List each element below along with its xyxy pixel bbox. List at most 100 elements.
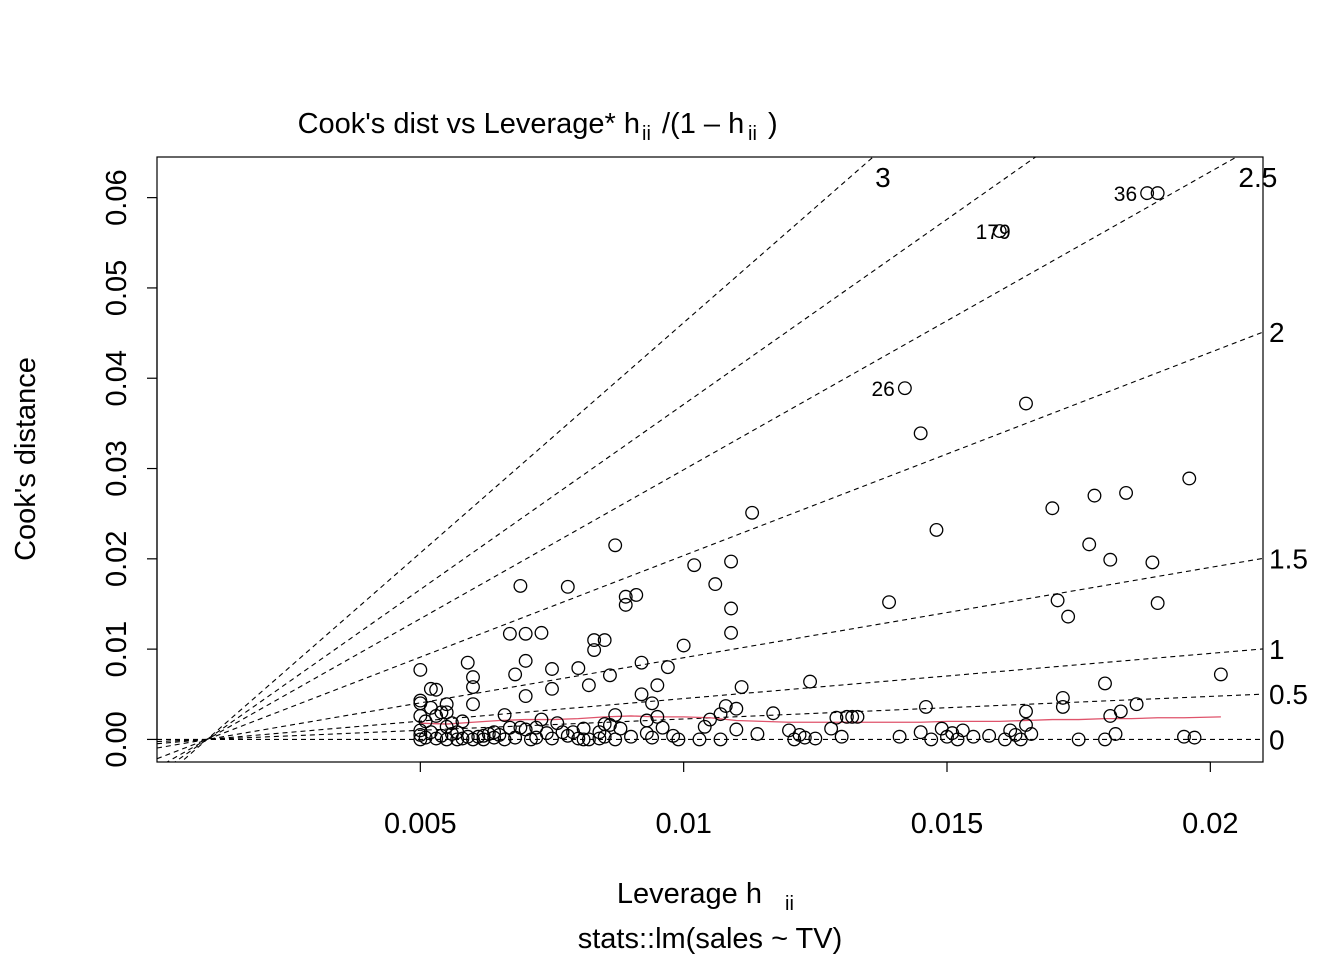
contour-lines bbox=[157, 157, 1263, 762]
data-point bbox=[955, 723, 970, 738]
y-tick-label: 0.02 bbox=[101, 531, 133, 587]
data-point bbox=[1098, 676, 1112, 691]
data-point bbox=[1140, 186, 1155, 201]
x-tick-label: 0.01 bbox=[655, 808, 711, 840]
data-point bbox=[1150, 186, 1165, 201]
data-point bbox=[1087, 488, 1102, 503]
y-tick-label: 0.01 bbox=[101, 621, 133, 677]
y-tick-label: 0.06 bbox=[101, 169, 133, 225]
data-point bbox=[1055, 699, 1070, 714]
data-point bbox=[1008, 727, 1023, 742]
data-point bbox=[1213, 667, 1228, 682]
chart-title-subscript-2: ii bbox=[748, 123, 757, 145]
data-point bbox=[1113, 704, 1128, 719]
data-point bbox=[429, 682, 444, 697]
data-point bbox=[713, 707, 728, 722]
data-point bbox=[581, 678, 596, 693]
data-point bbox=[545, 731, 559, 746]
data-point bbox=[518, 689, 533, 704]
data-point bbox=[913, 725, 928, 740]
data-point bbox=[650, 709, 665, 724]
data-point bbox=[576, 721, 591, 736]
data-point bbox=[729, 701, 744, 716]
data-point bbox=[1119, 485, 1134, 500]
data-point bbox=[413, 708, 428, 723]
data-points bbox=[413, 186, 1228, 747]
data-point bbox=[502, 626, 517, 641]
data-point bbox=[518, 626, 533, 641]
data-point bbox=[992, 224, 1007, 238]
y-tick-label: 0.00 bbox=[101, 711, 133, 767]
contour-line bbox=[173, 157, 1037, 762]
data-point bbox=[676, 638, 691, 653]
data-point bbox=[618, 597, 633, 612]
data-point bbox=[466, 670, 480, 685]
data-point bbox=[687, 558, 702, 573]
contour-line bbox=[157, 557, 1263, 749]
contour-label: 1 bbox=[1269, 634, 1285, 665]
x-axis-label: Leverage h bbox=[617, 878, 762, 910]
data-point bbox=[797, 730, 812, 745]
data-point bbox=[1177, 729, 1191, 744]
data-point bbox=[845, 709, 860, 724]
data-point bbox=[1150, 596, 1165, 611]
contour-label: 3 bbox=[875, 162, 891, 193]
data-point bbox=[787, 732, 802, 747]
data-point bbox=[634, 655, 649, 670]
data-point bbox=[692, 732, 707, 747]
data-point bbox=[808, 731, 823, 746]
data-point bbox=[466, 697, 480, 712]
data-point bbox=[629, 587, 644, 602]
data-point bbox=[655, 720, 670, 735]
data-point bbox=[439, 732, 454, 747]
data-point bbox=[576, 732, 591, 747]
x-axis: 0.005 0.01 0.015 0.02 bbox=[384, 761, 1239, 840]
data-point bbox=[460, 655, 475, 670]
chart-subtitle: stats::lm(sales ~ TV) bbox=[578, 923, 843, 955]
data-point bbox=[466, 680, 480, 695]
x-tick-label: 0.02 bbox=[1182, 808, 1238, 840]
data-point bbox=[434, 705, 449, 720]
data-point bbox=[671, 732, 686, 747]
data-point bbox=[1182, 471, 1197, 486]
data-point bbox=[708, 577, 723, 592]
data-point bbox=[1045, 501, 1060, 516]
data-point bbox=[513, 578, 528, 593]
data-point bbox=[597, 633, 612, 648]
data-point bbox=[418, 730, 433, 745]
data-point bbox=[897, 381, 912, 396]
y-axis-label: Cook's distance bbox=[10, 357, 42, 561]
data-point bbox=[423, 681, 438, 696]
data-point bbox=[618, 589, 633, 604]
data-point bbox=[1129, 697, 1144, 712]
data-point bbox=[1103, 552, 1118, 567]
x-tick-label: 0.015 bbox=[911, 808, 984, 840]
data-point bbox=[650, 678, 665, 693]
x-tick-label: 0.005 bbox=[384, 808, 457, 840]
plot-frame bbox=[156, 156, 1264, 763]
data-point bbox=[508, 667, 523, 682]
data-point bbox=[592, 725, 607, 740]
data-point bbox=[829, 710, 844, 725]
data-point bbox=[1145, 555, 1160, 570]
contour-label: 1.5 bbox=[1269, 543, 1308, 574]
data-point bbox=[545, 681, 559, 696]
data-point bbox=[1071, 732, 1086, 747]
chart-title: Cook's dist vs Leverage* h bbox=[298, 108, 640, 140]
contour-label: 2.5 bbox=[1238, 162, 1277, 193]
data-point bbox=[539, 726, 554, 741]
data-point bbox=[581, 732, 596, 747]
data-point bbox=[882, 595, 897, 610]
data-point bbox=[803, 674, 818, 689]
data-point bbox=[587, 643, 602, 657]
data-point bbox=[639, 726, 654, 741]
data-point bbox=[1003, 723, 1018, 738]
point-label: 36 bbox=[1114, 183, 1137, 206]
contour-line bbox=[166, 157, 1238, 762]
data-point bbox=[492, 727, 507, 742]
data-point bbox=[918, 699, 933, 714]
contour-line bbox=[180, 157, 874, 762]
data-point bbox=[834, 729, 849, 744]
y-tick-label: 0.03 bbox=[101, 440, 133, 496]
